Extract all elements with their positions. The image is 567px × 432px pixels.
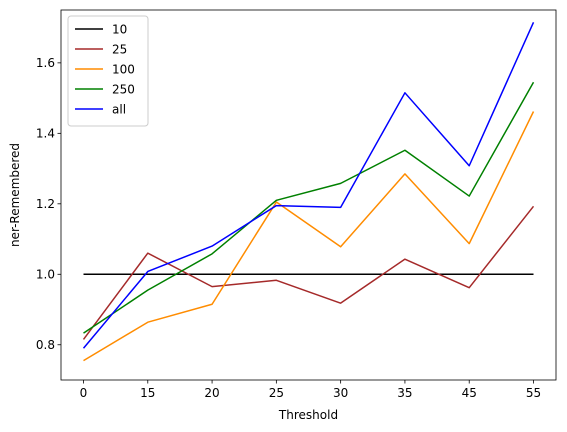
y-axis: 0.8 1.0 1.2 1.4 1.6 — [36, 56, 61, 352]
legend-label-250: 250 — [112, 82, 135, 96]
y-tick-label: 1.2 — [36, 197, 55, 211]
y-axis-label: ner-Remembered — [8, 143, 22, 247]
y-tick-label: 1.4 — [36, 127, 55, 141]
series-line-250 — [83, 81, 535, 334]
series-line-all — [82, 22, 535, 349]
legend: 10 25 100 250 all — [67, 15, 149, 127]
series-line-100 — [83, 111, 535, 362]
x-tick-label: 0 — [80, 386, 88, 400]
x-tick-label: 45 — [462, 386, 477, 400]
x-tick-label: 35 — [397, 386, 412, 400]
series-layer — [82, 22, 535, 362]
legend-box — [67, 15, 149, 127]
legend-label-all: all — [112, 102, 126, 116]
legend-label-10: 10 — [112, 22, 127, 36]
legend-label-25: 25 — [112, 42, 127, 56]
y-tick-label: 1.0 — [36, 268, 55, 282]
x-tick-label: 15 — [140, 386, 155, 400]
plot-frame — [60, 9, 557, 381]
y-tick-label: 0.8 — [36, 338, 55, 352]
x-axis: 0 15 20 25 30 35 45 55 — [80, 380, 541, 400]
legend-label-100: 100 — [112, 62, 135, 76]
x-axis-label: Threshold — [278, 408, 338, 422]
x-tick-label: 55 — [526, 386, 541, 400]
y-tick-label: 1.6 — [36, 56, 55, 70]
x-tick-label: 20 — [204, 386, 219, 400]
x-tick-label: 30 — [333, 386, 348, 400]
series-line-25 — [82, 205, 535, 340]
x-tick-label: 25 — [269, 386, 284, 400]
